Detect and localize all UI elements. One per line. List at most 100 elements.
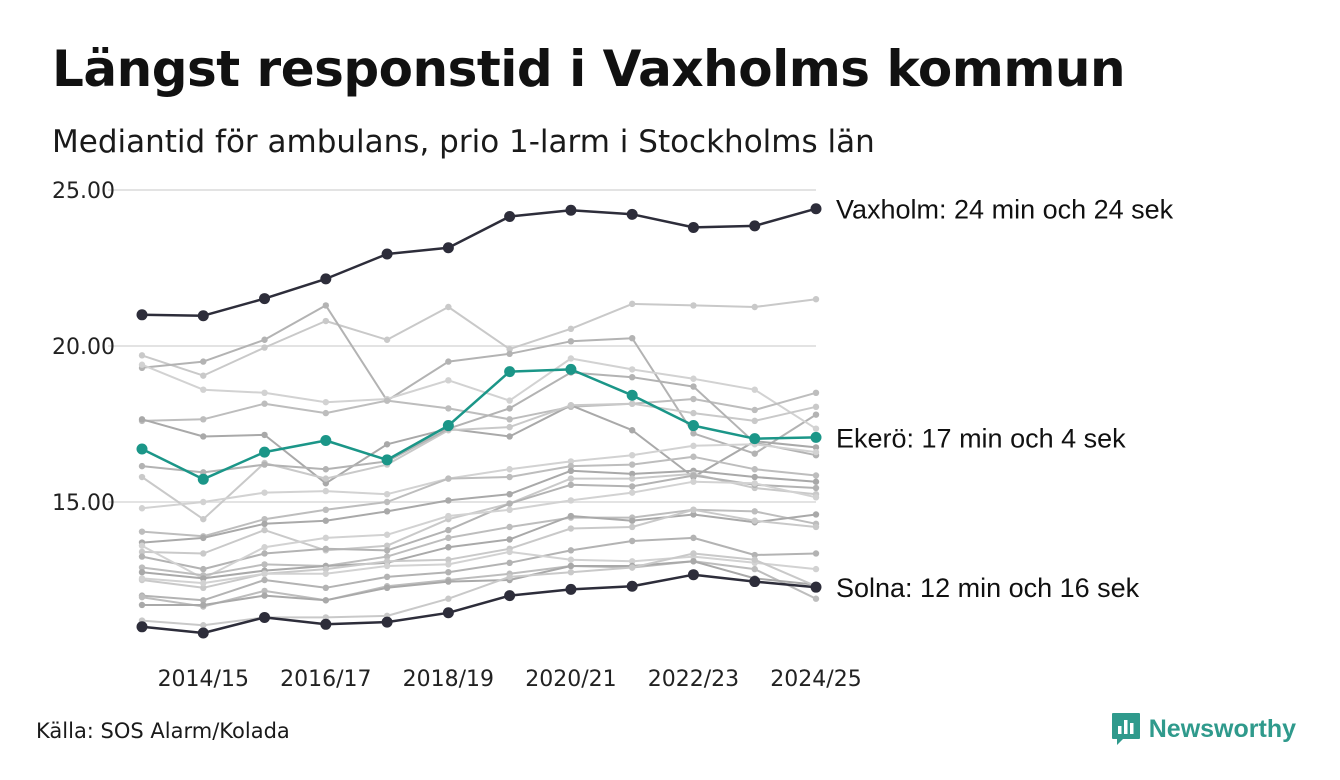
data-point (506, 536, 513, 543)
data-point (690, 395, 697, 403)
x-tick-label: 2020/21 (525, 667, 616, 692)
series-line (141, 513, 817, 580)
data-point (136, 443, 148, 455)
data-point (138, 361, 146, 368)
data-point (567, 402, 575, 409)
data-point (690, 550, 697, 557)
data-point (442, 420, 454, 432)
data-point (628, 475, 636, 482)
end-labels: Vaxholm: 24 min och 24 sek Ekerö: 17 min … (836, 195, 1174, 603)
data-point (138, 553, 146, 560)
y-tick-label: 15.00 (52, 491, 115, 516)
series-line (141, 474, 817, 571)
background-series-line (138, 453, 820, 540)
data-point (261, 587, 268, 595)
data-point (261, 400, 268, 407)
data-point (751, 303, 758, 311)
data-point (751, 556, 758, 563)
data-point (200, 575, 207, 582)
series-line (141, 552, 817, 627)
y-axis-ticks: 15.00 20.00 25.00 (52, 179, 115, 516)
data-point (138, 575, 146, 582)
data-point (628, 400, 636, 407)
data-point (506, 473, 513, 481)
chart-subtitle: Mediantid för ambulans, prio 1-larm i St… (52, 124, 875, 160)
data-point (506, 500, 513, 507)
background-series-line (138, 296, 820, 379)
data-point (261, 389, 268, 396)
background-series-line (138, 478, 820, 582)
data-point (812, 296, 820, 303)
data-point (626, 580, 638, 592)
data-point (136, 621, 148, 633)
data-point (200, 515, 207, 523)
data-point (812, 444, 820, 451)
data-point (445, 512, 452, 520)
data-point (567, 525, 575, 532)
highlighted-series (136, 203, 822, 639)
data-point (381, 454, 393, 466)
data-point (445, 578, 452, 585)
data-point (261, 520, 268, 528)
data-point (322, 487, 330, 495)
data-point (261, 550, 268, 557)
data-point (442, 242, 454, 254)
data-point (567, 481, 575, 489)
data-point (751, 466, 758, 473)
data-point (322, 565, 330, 573)
data-point (200, 498, 207, 506)
data-point (567, 569, 575, 576)
data-point (138, 528, 146, 535)
data-point (810, 581, 822, 593)
data-point (200, 386, 207, 393)
data-point (810, 431, 822, 443)
x-axis-ticks: 2014/15 2016/17 2018/19 2020/21 2022/23 2024/… (158, 667, 862, 692)
data-point (259, 293, 271, 305)
data-point (628, 452, 636, 459)
data-point (567, 497, 575, 504)
data-point (812, 478, 820, 485)
data-point (445, 526, 452, 534)
data-point (506, 466, 513, 473)
data-point (690, 506, 697, 513)
data-point (322, 302, 330, 309)
data-point (383, 531, 391, 538)
data-point (322, 466, 330, 473)
background-series-line (138, 558, 820, 609)
data-point (383, 562, 391, 570)
data-point (383, 508, 391, 515)
data-point (261, 592, 268, 599)
series-line (141, 304, 817, 455)
data-point (200, 416, 207, 423)
background-series-line (138, 472, 820, 573)
data-point (322, 317, 330, 325)
data-point (138, 462, 146, 470)
data-point (690, 558, 697, 565)
data-point (381, 248, 393, 260)
data-point (261, 570, 268, 577)
data-point (506, 559, 513, 567)
data-point (322, 409, 330, 417)
data-point (690, 383, 697, 390)
data-point (690, 472, 697, 479)
data-point (690, 534, 697, 542)
data-point (261, 431, 268, 439)
x-tick-label: 2014/15 (158, 667, 249, 692)
data-point (138, 542, 146, 549)
data-point (628, 558, 636, 565)
data-point (628, 374, 636, 381)
data-point (628, 489, 636, 496)
data-point (751, 406, 758, 414)
series-line (141, 480, 817, 580)
series-line (141, 298, 817, 377)
data-point (383, 542, 391, 549)
data-point (200, 372, 207, 379)
data-point (690, 375, 697, 382)
data-point (751, 551, 758, 559)
background-series-line (138, 511, 820, 582)
data-point (261, 526, 268, 534)
source-note: Källa: SOS Alarm/Kolada (36, 719, 290, 743)
data-point (812, 403, 820, 411)
data-point (567, 462, 575, 470)
background-series-line (138, 355, 820, 432)
